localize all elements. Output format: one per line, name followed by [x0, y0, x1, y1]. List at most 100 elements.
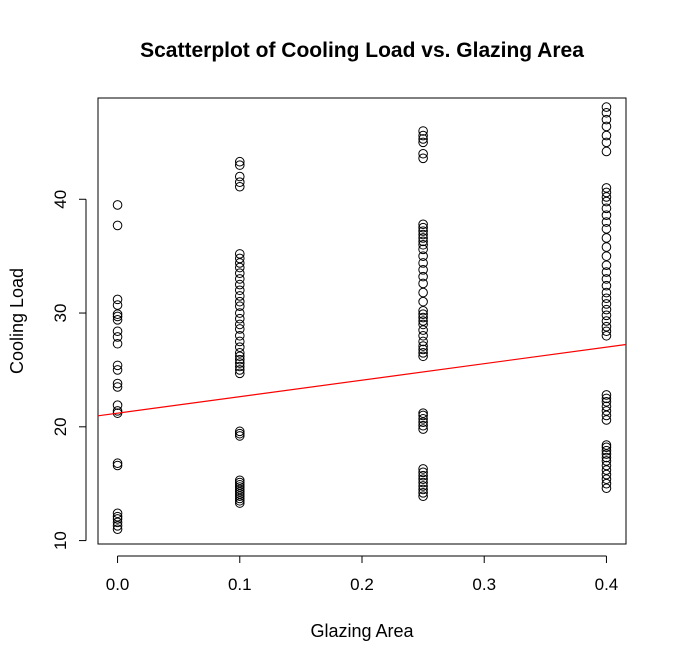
data-point — [418, 481, 428, 491]
data-point — [234, 475, 245, 486]
data-point — [234, 285, 245, 296]
data-point — [601, 460, 612, 471]
data-point — [234, 354, 245, 365]
data-point — [418, 226, 428, 236]
data-point — [601, 203, 612, 214]
data-point — [234, 313, 245, 324]
data-point — [418, 464, 428, 474]
data-point — [418, 222, 428, 233]
plot-frame — [97, 97, 627, 545]
data-point — [234, 484, 245, 495]
x-tick-label: 0.2 — [350, 575, 374, 594]
data-point — [418, 153, 428, 164]
data-point — [418, 309, 428, 319]
data-point — [418, 229, 428, 240]
regression-line-group — [97, 343, 627, 417]
data-point — [234, 477, 245, 488]
data-point — [418, 130, 428, 141]
data-point — [234, 171, 245, 182]
chart-title: Scatterplot of Cooling Load vs. Glazing … — [140, 39, 584, 62]
data-point — [234, 324, 245, 334]
data-point — [234, 342, 245, 352]
data-point — [418, 408, 428, 418]
data-point — [418, 251, 428, 261]
data-point — [418, 219, 428, 230]
data-point — [601, 280, 612, 291]
data-point — [601, 483, 612, 494]
data-point — [112, 514, 123, 524]
data-point — [418, 417, 428, 428]
data-point — [234, 358, 245, 368]
data-point — [112, 520, 123, 531]
data-point — [418, 336, 428, 347]
data-point — [418, 258, 428, 268]
data-point — [601, 210, 612, 220]
data-point — [112, 332, 123, 342]
data-point — [418, 319, 428, 330]
data-point — [234, 160, 245, 170]
data-point — [601, 299, 612, 309]
data-point — [418, 348, 428, 358]
data-point — [418, 474, 428, 484]
data-point — [234, 426, 245, 437]
data-point — [234, 330, 245, 341]
data-point — [601, 396, 612, 407]
data-point — [601, 293, 612, 304]
data-point — [418, 484, 428, 495]
data-point — [112, 511, 123, 522]
data-point — [234, 336, 245, 347]
data-point — [601, 251, 612, 261]
data-point — [601, 456, 612, 466]
data-point — [112, 460, 123, 471]
data-point — [234, 365, 245, 375]
data-point — [112, 294, 123, 305]
data-point — [601, 415, 612, 425]
data-point — [234, 301, 245, 312]
data-point — [418, 330, 428, 341]
data-point — [234, 428, 245, 439]
data-point — [234, 348, 245, 358]
data-point — [418, 488, 428, 498]
x-tick-label: 0.0 — [106, 575, 130, 594]
data-point — [418, 137, 428, 148]
data-point — [112, 220, 123, 231]
data-point — [112, 400, 123, 410]
data-point — [418, 424, 428, 434]
data-point — [601, 465, 612, 475]
data-point — [601, 401, 612, 412]
data-point — [234, 351, 245, 362]
data-point — [418, 244, 428, 255]
data-point — [234, 156, 245, 167]
data-point — [601, 410, 612, 421]
data-point — [234, 495, 245, 506]
data-point — [601, 274, 612, 284]
data-point — [601, 146, 612, 157]
data-point — [601, 260, 612, 271]
data-point — [112, 524, 123, 535]
data-point — [418, 341, 428, 351]
data-point — [418, 491, 428, 502]
data-point — [601, 390, 612, 400]
data-point — [234, 489, 245, 499]
data-point — [601, 304, 612, 315]
data-point — [234, 258, 245, 268]
data-point — [234, 177, 245, 187]
data-point — [234, 498, 245, 508]
data-point — [601, 469, 612, 480]
data-point — [112, 360, 123, 371]
data-point — [601, 452, 612, 463]
data-point — [234, 262, 245, 273]
data-point — [234, 291, 245, 301]
data-point — [601, 217, 612, 227]
data-point — [234, 253, 245, 264]
x-tick-label: 0.3 — [472, 575, 496, 594]
data-point — [234, 491, 245, 502]
data-point — [601, 474, 612, 484]
data-point — [234, 361, 245, 372]
data-point — [112, 382, 123, 392]
data-point — [601, 442, 612, 453]
data-point — [601, 196, 612, 207]
data-point — [418, 305, 428, 316]
x-axis: 0.0 0.1 0.2 0.3 0.4 — [106, 555, 618, 594]
data-point — [418, 126, 428, 136]
